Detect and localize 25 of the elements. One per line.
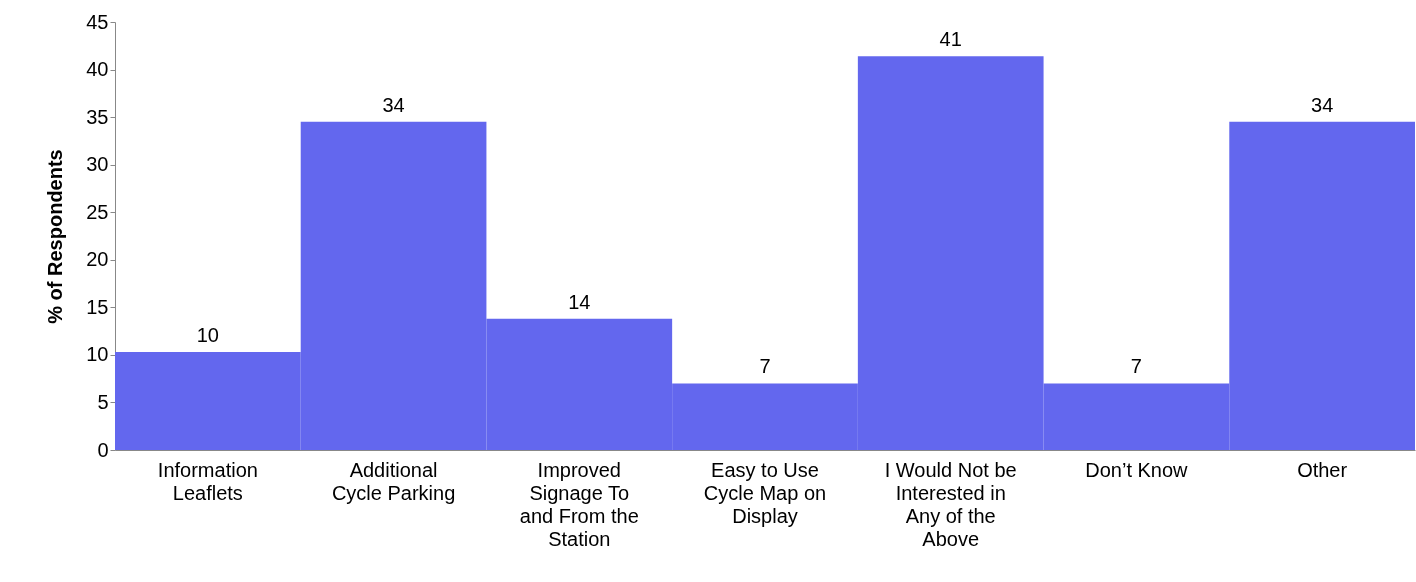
x-tick-label: Additional Cycle Parking [331, 458, 456, 504]
y-tick-label: 25 [86, 200, 109, 223]
x-tick-label: Other [1297, 458, 1348, 481]
y-tick-label: 5 [97, 390, 109, 413]
data-label: 34 [1311, 93, 1334, 116]
x-tick-label: Easy to Use Cycle Map on Display [703, 458, 827, 527]
data-label: 7 [1130, 355, 1142, 378]
y-tick-label: 35 [86, 105, 109, 128]
y-tick-label: 20 [86, 248, 109, 271]
y-tick-label: 45 [86, 10, 109, 33]
x-tick-label: I Would Not be Interested in Any of the Above [884, 458, 1017, 550]
data-label: 41 [939, 28, 962, 51]
x-tick-label: Improved Signage To and From the Station [519, 458, 639, 550]
y-tick-label: 30 [86, 153, 109, 176]
data-label: 34 [382, 93, 405, 116]
data-label: 7 [759, 355, 771, 378]
x-tick-label: Don’t Know [1085, 458, 1189, 481]
x-tick-label: Information Leaflets [157, 458, 258, 504]
y-tick-label: 40 [86, 58, 109, 81]
y-tick-label: 10 [86, 343, 109, 366]
data-label: 14 [568, 290, 591, 313]
y-tick-label: 15 [86, 295, 109, 318]
y-tick-label: 0 [97, 438, 109, 461]
data-label: 10 [196, 324, 219, 347]
y-axis-title: % of Respondents [44, 149, 67, 324]
